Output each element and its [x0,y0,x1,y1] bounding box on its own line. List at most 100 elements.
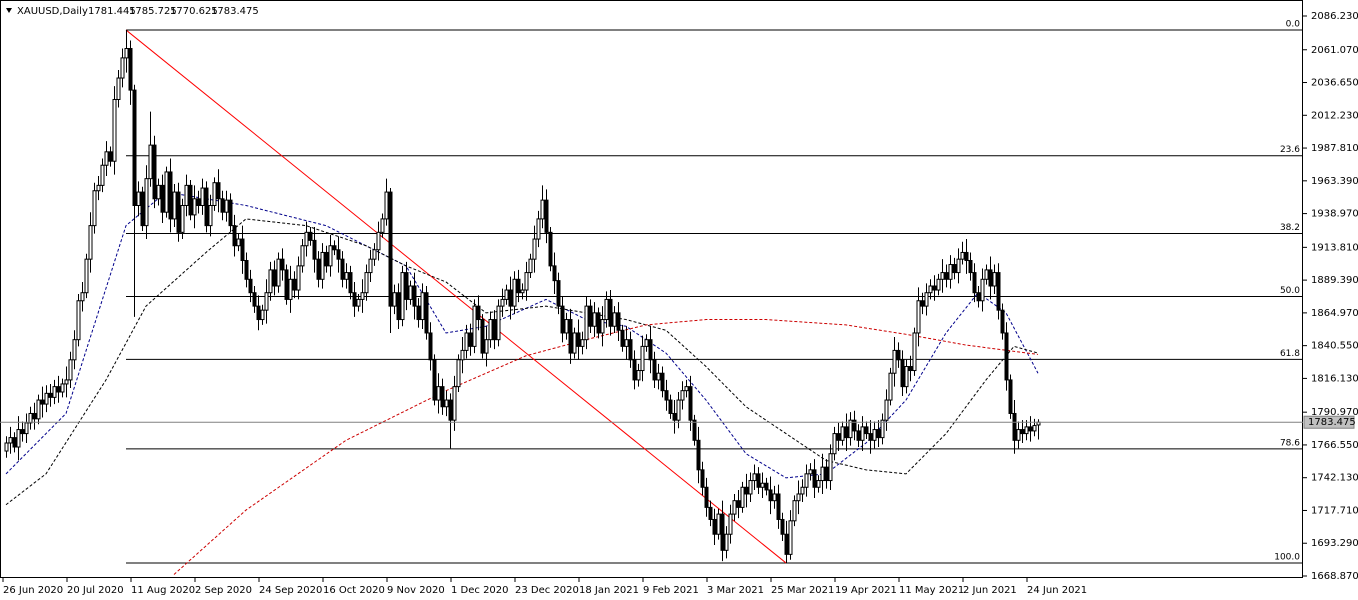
x-tick-label: 16 Oct 2020 [323,585,385,596]
fib-level-label: 38.2 [1280,223,1300,233]
candle-body [568,319,573,354]
candle-body [704,486,709,508]
candle-body [1016,429,1021,441]
candle-body [604,298,609,321]
candle-body [500,298,505,307]
x-tick-label: 11 Aug 2020 [131,585,195,596]
candle-body [824,466,829,482]
candle-body [720,513,725,551]
candle-body [492,319,497,341]
fib-trendline [125,29,787,564]
candle-body [384,191,389,220]
candle-body [368,258,373,274]
candle-body [580,339,585,347]
candle-body [976,292,981,302]
candle-body [196,198,201,206]
candle-body [636,370,641,381]
x-tick-label: 19 Apr 2021 [835,585,897,596]
candle-body [920,300,925,307]
candle-body [524,272,529,291]
candle-body [756,473,761,488]
y-tick-label: 1766.550 [1311,440,1358,451]
candle-body [160,184,165,213]
candle-body [132,89,137,206]
y-tick-label: 1840.550 [1311,341,1358,352]
candle-body [736,500,741,508]
candle-body [544,199,549,233]
candle-body [672,412,677,421]
candle-body [868,433,873,441]
candle-body [896,349,901,361]
candle-body [968,260,973,274]
x-tick-label: 1 Dec 2020 [451,585,509,596]
y-tick-label: 1938.970 [1311,209,1358,220]
candle-body [72,339,77,361]
fib-level-label: 78.6 [1280,438,1300,448]
candle-body [732,500,737,515]
candle-body [16,429,21,448]
candle-body [596,312,601,334]
candle-body [400,272,405,321]
candle-body [444,399,449,408]
candle-body [240,238,245,262]
candle-body [588,305,593,327]
candle-body [816,480,821,488]
candle-body [820,466,825,482]
candle-body [648,339,653,361]
fib-level-label: 50.0 [1280,286,1300,296]
candle-body [932,285,937,291]
candle-body [320,251,325,280]
symbol: XAUUSD,Daily [17,6,88,17]
y-tick-label: 1717.710 [1311,505,1358,516]
candle-body [460,349,465,361]
y-tick-label: 1987.810 [1311,143,1358,154]
candle-body [528,258,533,274]
candle-body [560,305,565,334]
candle-body [556,280,561,307]
candle-body [516,278,521,294]
candle-body [236,238,241,247]
candle-body [372,249,377,260]
x-tick-label: 24 Sep 2020 [259,585,322,596]
candle-body [804,473,809,488]
candle-body [572,332,577,354]
candle-body [188,184,193,216]
candle-body [244,260,249,280]
y-tick-label: 2012.230 [1311,110,1358,121]
candle-body [104,151,109,166]
candle-body [424,292,429,334]
candle-body [180,204,185,233]
candle-body [8,437,13,444]
candle-body [412,285,417,307]
candle-body [56,386,61,393]
x-tick-label: 9 Feb 2021 [643,585,699,596]
candle-body [392,292,397,307]
candle-body [584,305,589,341]
candle-body [124,48,129,59]
candle-body [548,231,553,267]
candle-body [292,278,297,291]
candle-body [52,386,57,398]
y-tick-label: 1913.810 [1311,242,1358,253]
candle-body [252,292,257,307]
candle-body [664,390,669,401]
candle-body [32,412,37,420]
candle-body [276,258,281,287]
candle-body [884,399,889,421]
fib-level-label: 23.6 [1280,145,1300,155]
candle-body [984,269,989,280]
x-tick-label: 2 Jun 2021 [963,585,1017,596]
candle-body [36,399,41,420]
y-tick-label: 1889.390 [1311,275,1358,286]
candle-body [632,359,637,381]
candle-body [652,359,657,381]
candle-body [592,312,597,327]
candle-body [264,292,269,311]
candle-body [696,439,701,471]
candle-body [656,372,661,381]
y-tick-label: 1742.130 [1311,473,1358,484]
candle-body [364,272,369,294]
current-price-box [1303,415,1355,429]
plot-frame [0,0,1303,578]
candle-body [448,399,453,421]
